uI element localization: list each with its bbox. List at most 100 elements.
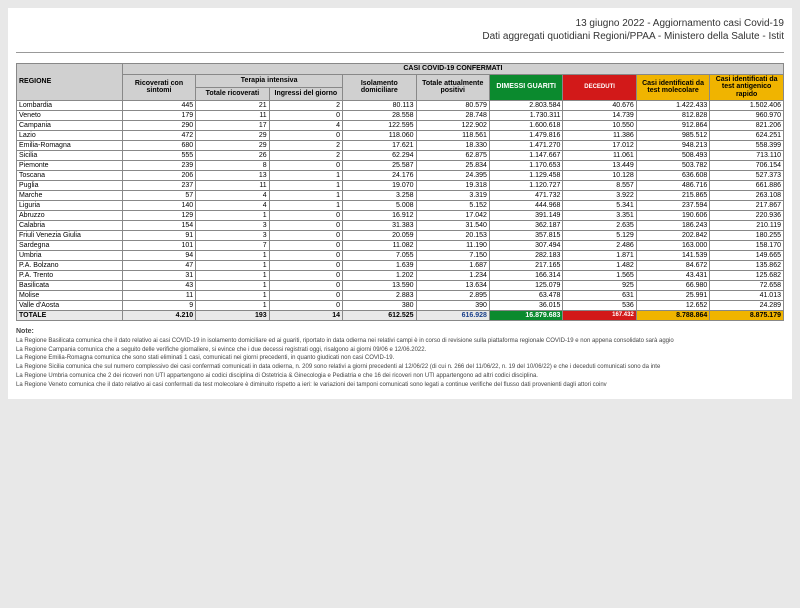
value-cell: 25.834 [416, 160, 489, 170]
value-cell: 31 [122, 270, 195, 280]
value-cell: 3.922 [563, 190, 636, 200]
value-cell: 1.730.311 [489, 110, 562, 120]
value-cell: 1.639 [343, 260, 416, 270]
col-deceduti: DECEDUTI [563, 74, 636, 100]
value-cell: 179 [122, 110, 195, 120]
table-row: Campania290174122.595122.9021.600.61810.… [17, 120, 784, 130]
table-head: REGIONE CASI COVID-19 CONFERMATI Ricover… [17, 64, 784, 101]
value-cell: 0 [269, 260, 342, 270]
value-cell: 149.665 [710, 250, 784, 260]
value-cell: 1.147.667 [489, 150, 562, 160]
header-divider [16, 52, 784, 53]
value-cell: 1 [196, 280, 269, 290]
value-cell: 11 [196, 180, 269, 190]
value-cell: 11 [122, 290, 195, 300]
value-cell: 80.579 [416, 100, 489, 110]
value-cell: 24.176 [343, 170, 416, 180]
header-source-line: Dati aggregati quotidiani Regioni/PPAA -… [16, 31, 784, 42]
value-cell: 25.587 [343, 160, 416, 170]
value-cell: 239 [122, 160, 195, 170]
value-cell: 62.875 [416, 150, 489, 160]
col-molecolare: Casi identificati da test molecolare [636, 74, 709, 100]
col-dimessi: DIMESSI GUARITI [489, 74, 562, 100]
value-cell: 1 [196, 300, 269, 310]
value-cell: 5.152 [416, 200, 489, 210]
value-cell: 0 [269, 250, 342, 260]
value-cell: 84.672 [636, 260, 709, 270]
region-cell: Basilicata [17, 280, 123, 290]
region-cell: Sicilia [17, 150, 123, 160]
table-row: Sardegna1017011.08211.190307.4942.486163… [17, 240, 784, 250]
value-cell: 2.635 [563, 220, 636, 230]
value-cell: 812.828 [636, 110, 709, 120]
region-cell: Calabria [17, 220, 123, 230]
value-cell: 122.595 [343, 120, 416, 130]
value-cell: 471.732 [489, 190, 562, 200]
value-cell: 307.494 [489, 240, 562, 250]
value-cell: 357.815 [489, 230, 562, 240]
report-header: 13 giugno 2022 - Aggiornamento casi Covi… [16, 12, 784, 48]
value-cell: 24.289 [710, 300, 784, 310]
value-cell: 11.386 [563, 130, 636, 140]
value-cell: 380 [343, 300, 416, 310]
value-cell: 558.399 [710, 140, 784, 150]
value-cell: 912.864 [636, 120, 709, 130]
value-cell: 472 [122, 130, 195, 140]
region-cell: Valle d'Aosta [17, 300, 123, 310]
value-cell: 555 [122, 150, 195, 160]
notes-section: Note: La Regione Basilicata comunica che… [16, 327, 784, 390]
col-isolamento: Isolamento domiciliare [343, 74, 416, 100]
value-cell: 0 [269, 240, 342, 250]
value-cell: 14.739 [563, 110, 636, 120]
value-cell: 960.970 [710, 110, 784, 120]
value-cell: 2 [269, 150, 342, 160]
value-cell: 985.512 [636, 130, 709, 140]
total-label: TOTALE [17, 310, 123, 320]
table-row: Sicilia55526262.29462.8751.147.66711.061… [17, 150, 784, 160]
value-cell: 62.294 [343, 150, 416, 160]
value-cell: 20.059 [343, 230, 416, 240]
region-cell: Puglia [17, 180, 123, 190]
value-cell: 190.606 [636, 210, 709, 220]
col-antigenico: Casi identificati da test antigenico rap… [710, 74, 784, 100]
value-cell: 444.968 [489, 200, 562, 210]
value-cell: 706.154 [710, 160, 784, 170]
value-cell: 7.150 [416, 250, 489, 260]
region-cell: Piemonte [17, 160, 123, 170]
value-cell: 5.008 [343, 200, 416, 210]
value-cell: 1 [269, 180, 342, 190]
region-cell: Marche [17, 190, 123, 200]
value-cell: 445 [122, 100, 195, 110]
value-cell: 1.565 [563, 270, 636, 280]
value-cell: 1 [269, 200, 342, 210]
value-cell: 19.070 [343, 180, 416, 190]
table-row: Calabria1543031.38331.540362.1872.635186… [17, 220, 784, 230]
value-cell: 3.319 [416, 190, 489, 200]
value-cell: 186.243 [636, 220, 709, 230]
value-cell: 0 [269, 230, 342, 240]
value-cell: 122.902 [416, 120, 489, 130]
value-cell: 1 [196, 210, 269, 220]
value-cell: 1.234 [416, 270, 489, 280]
value-cell: 25.991 [636, 290, 709, 300]
value-cell: 94 [122, 250, 195, 260]
value-cell: 118.561 [416, 130, 489, 140]
table-row: Veneto17911028.55828.7481.730.31114.7398… [17, 110, 784, 120]
value-cell: 125.682 [710, 270, 784, 280]
value-cell: 0 [269, 290, 342, 300]
value-cell: 1 [196, 270, 269, 280]
value-cell: 631 [563, 290, 636, 300]
value-cell: 140 [122, 200, 195, 210]
table-row: Piemonte2398025.58725.8341.170.65313.449… [17, 160, 784, 170]
value-cell: 4 [196, 190, 269, 200]
table-row: Liguria140415.0085.152444.9685.341237.59… [17, 200, 784, 210]
value-cell: 158.170 [710, 240, 784, 250]
value-cell: 20.153 [416, 230, 489, 240]
note-line: La Regione Sicilia comunica che sul nume… [16, 364, 784, 372]
value-cell: 72.658 [710, 280, 784, 290]
value-cell: 2.895 [416, 290, 489, 300]
value-cell: 11.082 [343, 240, 416, 250]
value-cell: 5.129 [563, 230, 636, 240]
value-cell: 154 [122, 220, 195, 230]
value-cell: 1 [196, 290, 269, 300]
